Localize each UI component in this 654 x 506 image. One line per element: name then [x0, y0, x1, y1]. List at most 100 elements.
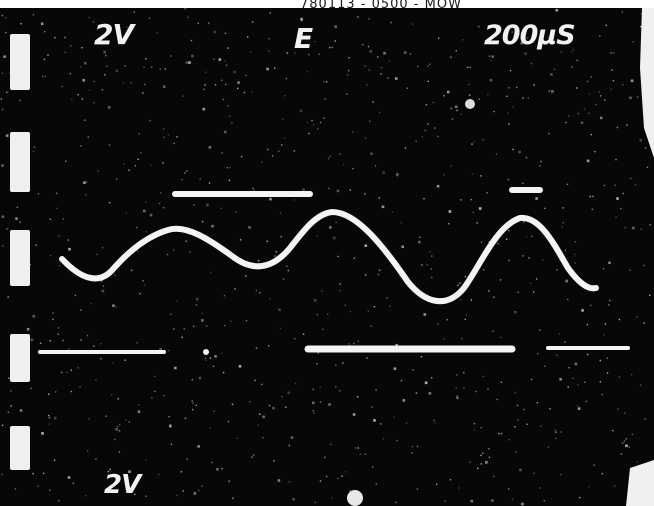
noise-grain — [539, 487, 541, 489]
noise-grain — [261, 161, 263, 164]
noise-grain — [334, 25, 337, 28]
noise-grain — [93, 345, 95, 347]
noise-grain — [208, 22, 210, 24]
noise-grain — [457, 284, 459, 286]
noise-grain — [367, 310, 369, 312]
noise-grain — [49, 254, 52, 257]
noise-grain — [570, 51, 573, 53]
noise-grain — [279, 212, 282, 214]
noise-grain — [251, 91, 253, 93]
noise-grain — [515, 451, 517, 453]
noise-grain — [418, 240, 421, 244]
noise-grain — [2, 245, 4, 247]
noise-grain — [393, 416, 395, 418]
noise-grain — [431, 377, 433, 379]
noise-grain — [475, 390, 477, 393]
noise-grain — [424, 381, 428, 385]
noise-grain — [412, 23, 414, 25]
noise-grain — [533, 84, 535, 86]
noise-grain — [71, 98, 73, 100]
noise-grain — [602, 268, 605, 270]
noise-grain — [293, 150, 296, 152]
noise-grain — [124, 359, 126, 361]
noise-grain — [334, 40, 336, 42]
noise-grain — [580, 121, 584, 124]
noise-grain — [184, 8, 186, 10]
noise-grain — [505, 29, 507, 31]
noise-grain — [261, 383, 263, 386]
noise-grain — [321, 290, 323, 292]
noise-grain — [415, 392, 418, 394]
noise-grain — [574, 362, 578, 366]
noise-grain — [620, 453, 622, 455]
noise-grain — [364, 193, 366, 195]
noise-grain — [456, 109, 458, 112]
noise-grain — [491, 55, 495, 58]
noise-grain — [93, 80, 95, 83]
noise-grain — [167, 134, 170, 136]
noise-grain — [144, 83, 146, 86]
noise-grain — [462, 39, 464, 41]
noise-grain — [105, 54, 107, 57]
noise-grain — [378, 111, 381, 114]
noise-grain — [400, 380, 403, 382]
noise-grain — [322, 328, 324, 331]
noise-grain — [491, 499, 494, 502]
noise-grain — [287, 269, 289, 272]
noise-grain — [237, 81, 240, 84]
noise-grain — [5, 17, 7, 19]
noise-grain — [577, 407, 581, 410]
noise-grain — [308, 53, 310, 56]
noise-grain — [154, 390, 156, 393]
noise-grain — [316, 313, 319, 316]
noise-grain — [488, 456, 491, 458]
noise-grain — [549, 408, 551, 410]
noise-grain — [383, 51, 386, 55]
noise-grain — [364, 274, 367, 276]
noise-grain — [530, 62, 533, 65]
noise-grain — [508, 229, 510, 232]
noise-grain — [225, 64, 228, 66]
noise-grain — [463, 386, 465, 389]
noise-grain — [281, 144, 283, 146]
noise-grain — [268, 345, 270, 347]
noise-grain — [85, 495, 87, 497]
noise-grain — [646, 166, 649, 168]
noise-grain — [435, 483, 438, 485]
noise-grain — [464, 275, 467, 278]
noise-grain — [57, 327, 60, 329]
noise-grain — [81, 47, 83, 49]
noise-grain — [488, 55, 491, 57]
noise-grain — [402, 399, 406, 402]
noise-grain — [416, 488, 419, 490]
noise-grain — [507, 178, 510, 181]
noise-grain — [26, 327, 30, 331]
noise-grain — [318, 53, 320, 55]
noise-grain — [349, 189, 351, 191]
noise-grain — [567, 386, 569, 388]
noise-grain — [143, 209, 146, 213]
noise-grain — [364, 244, 368, 247]
noise-grain — [606, 357, 608, 359]
noise-grain — [30, 387, 32, 389]
noise-grain — [312, 410, 314, 412]
noise-grain — [267, 148, 269, 151]
noise-grain — [625, 444, 628, 448]
noise-grain — [495, 153, 498, 155]
noise-grain — [143, 66, 145, 69]
noise-grain — [346, 93, 348, 95]
noise-grain — [460, 199, 462, 201]
noise-grain — [357, 340, 360, 342]
noise-grain — [382, 171, 385, 174]
noise-grain — [58, 265, 61, 267]
noise-grain — [559, 378, 562, 381]
noise-grain — [564, 249, 567, 252]
noise-grain — [195, 304, 198, 306]
noise-grain — [454, 105, 458, 109]
noise-grain — [618, 376, 621, 378]
noise-grain — [523, 408, 525, 411]
noise-grain — [536, 278, 538, 280]
noise-grain — [273, 460, 275, 462]
noise-grain — [429, 251, 431, 253]
noise-grain — [522, 97, 524, 99]
